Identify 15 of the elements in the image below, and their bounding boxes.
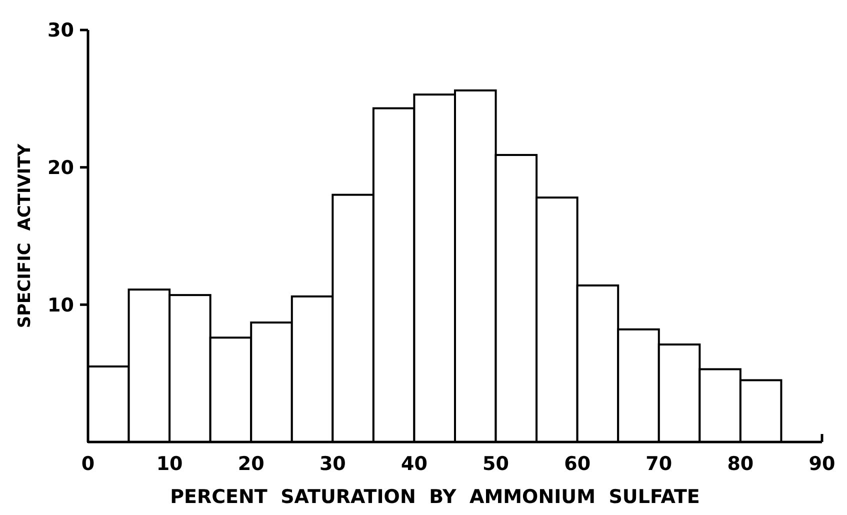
x-tick-label: 70 [646, 453, 672, 475]
x-tick-label: 60 [564, 453, 591, 475]
y-tick-label: 10 [48, 294, 74, 316]
x-tick-label: 0 [81, 453, 95, 475]
y-tick-label: 30 [48, 20, 74, 42]
x-axis-title: PERCENT SATURATION BY AMMONIUM SULFATE [170, 486, 700, 508]
x-tick-label: 50 [482, 453, 510, 475]
x-tick-label: 10 [156, 453, 183, 475]
x-tick-label: 20 [238, 453, 264, 475]
x-tick-label: 80 [727, 453, 754, 475]
x-tick-label: 30 [319, 453, 346, 475]
x-tick-label: 40 [400, 453, 428, 475]
y-axis-title: SPECIFIC ACTIVITY [15, 143, 35, 328]
x-tick-label: 90 [808, 453, 836, 475]
y-tick-label: 20 [48, 156, 74, 179]
